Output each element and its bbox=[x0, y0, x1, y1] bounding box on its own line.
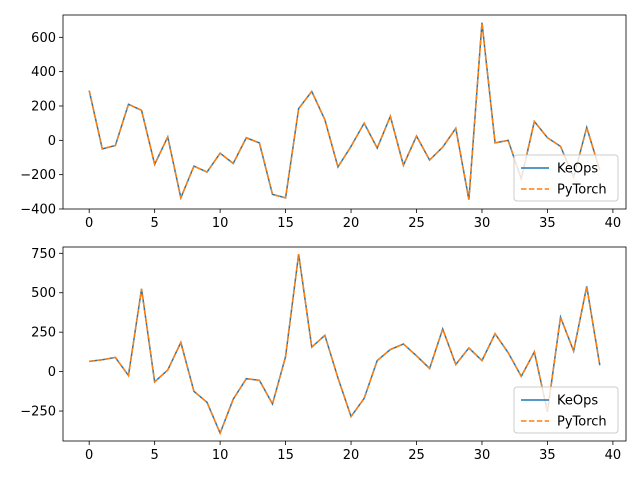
bottom-legend: KeOps PyTorch bbox=[513, 386, 619, 434]
top-legend-label-keops: KeOps bbox=[557, 162, 598, 177]
bottom-x-tick-label: 10 bbox=[212, 448, 229, 463]
top-x-tick-label: 20 bbox=[343, 216, 360, 231]
top-y-tick-label: −200 bbox=[20, 168, 56, 183]
top-x-tick-label: 0 bbox=[85, 216, 93, 231]
bottom-x-tick-label: 25 bbox=[408, 448, 425, 463]
bottom-y-tick-label: 0 bbox=[48, 365, 56, 380]
bottom-x-tick-label: 35 bbox=[539, 448, 556, 463]
bottom-series-pytorch-line bbox=[89, 253, 601, 436]
bottom-x-tick-label: 0 bbox=[85, 448, 93, 463]
bottom-x-tick-label: 5 bbox=[151, 448, 159, 463]
bottom-y-tick-label: 250 bbox=[31, 326, 56, 341]
top-y-tick-label: 200 bbox=[31, 99, 56, 114]
bottom-x-tick-label: 20 bbox=[343, 448, 360, 463]
top-x-tick-label: 35 bbox=[539, 216, 556, 231]
top-line-chart: 0 5 10 15 20 25 30 35 40 −400 −200 0 200 400 600 KeOps P… bbox=[20, 14, 627, 231]
bottom-legend-label-pytorch: PyTorch bbox=[557, 415, 607, 430]
top-x-tick-label: 30 bbox=[474, 216, 491, 231]
bottom-x-tick-label: 40 bbox=[605, 448, 622, 463]
top-x-tick-label: 15 bbox=[277, 216, 294, 231]
top-plot-frame bbox=[62, 14, 627, 210]
bottom-x-tick-label: 15 bbox=[277, 448, 294, 463]
top-x-tick-label: 5 bbox=[151, 216, 159, 231]
bottom-y-tick-label: 750 bbox=[31, 247, 56, 262]
top-legend: KeOps PyTorch bbox=[513, 154, 619, 202]
top-y-tick-label: 600 bbox=[31, 31, 56, 46]
top-x-tick-label: 10 bbox=[212, 216, 229, 231]
top-legend-label-pytorch: PyTorch bbox=[557, 183, 607, 198]
top-y-tick-label: 400 bbox=[31, 65, 56, 80]
bottom-x-tick-label: 30 bbox=[474, 448, 491, 463]
top-y-tick-label: −400 bbox=[20, 203, 56, 218]
bottom-line-chart: 0 5 10 15 20 25 30 35 40 −250 0 250 500 750 KeOps PyTor… bbox=[20, 246, 627, 463]
top-y-tick-label: 0 bbox=[48, 134, 56, 149]
bottom-plot-frame bbox=[62, 246, 627, 442]
bottom-y-tick-label: −250 bbox=[20, 405, 56, 420]
bottom-y-tick-label: 500 bbox=[31, 286, 56, 301]
bottom-legend-label-keops: KeOps bbox=[557, 394, 598, 409]
top-x-tick-label: 40 bbox=[605, 216, 622, 231]
top-x-tick-label: 25 bbox=[408, 216, 425, 231]
